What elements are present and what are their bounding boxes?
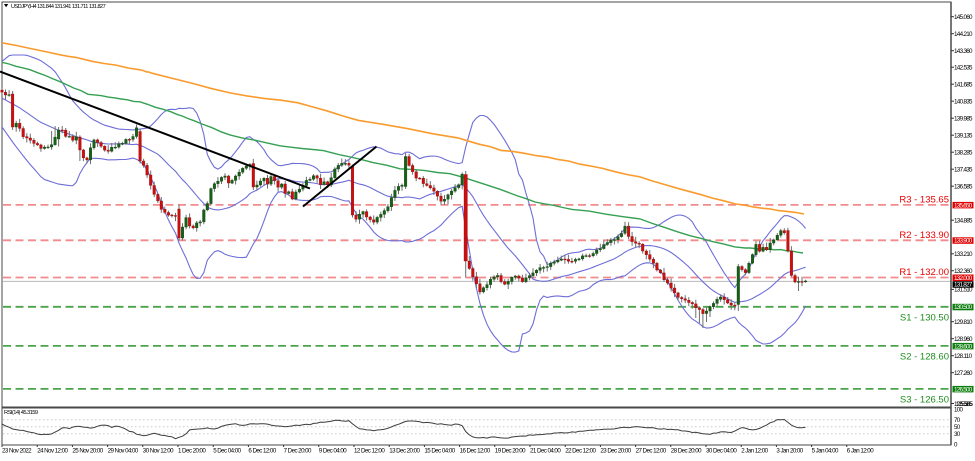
svg-text:22 Dec 12:00: 22 Dec 12:00 (565, 448, 596, 455)
svg-text:21 Dec 04:00: 21 Dec 04:00 (530, 448, 561, 455)
svg-text:138.285: 138.285 (954, 150, 973, 157)
svg-text:128.960: 128.960 (954, 336, 973, 343)
svg-text:130.500: 130.500 (954, 304, 973, 311)
svg-text:30 Nov 12:00: 30 Nov 12:00 (143, 448, 174, 455)
svg-text:27 Dec 12:00: 27 Dec 12:00 (636, 448, 667, 455)
svg-text:9 Dec 04:00: 9 Dec 04:00 (319, 448, 347, 455)
svg-text:128.600: 128.600 (954, 343, 973, 350)
svg-text:5 Jan 04:00: 5 Jan 04:00 (812, 448, 839, 455)
svg-text:139.135: 139.135 (954, 133, 973, 140)
svg-text:6 Dec 12:00: 6 Dec 12:00 (248, 448, 276, 455)
svg-text:R1 - 132.00: R1 - 132.00 (899, 267, 949, 278)
svg-text:12 Dec 12:00: 12 Dec 12:00 (354, 448, 385, 455)
svg-text:137.435: 137.435 (954, 167, 973, 174)
svg-text:125.585: 125.585 (956, 401, 974, 408)
svg-text:140.835: 140.835 (954, 99, 973, 106)
svg-text:144.210: 144.210 (954, 31, 973, 38)
svg-text:126.500: 126.500 (954, 386, 973, 393)
svg-text:139.985: 139.985 (954, 116, 973, 123)
svg-text:143.360: 143.360 (954, 48, 973, 55)
svg-text:23 Dec 20:00: 23 Dec 20:00 (600, 448, 631, 455)
svg-text:R2 - 133.90: R2 - 133.90 (899, 230, 949, 241)
svg-text:133.210: 133.210 (954, 251, 973, 258)
svg-text:125.585: 125.585 (954, 401, 973, 408)
svg-text:135.650: 135.650 (954, 202, 973, 209)
svg-text:136.585: 136.585 (954, 184, 973, 191)
svg-text:128.110: 128.110 (954, 353, 973, 360)
svg-text:S2 - 128.60: S2 - 128.60 (900, 351, 949, 362)
svg-text:23 Nov 2022: 23 Nov 2022 (2, 448, 32, 455)
svg-text:3 Jan 20:00: 3 Jan 20:00 (776, 448, 803, 455)
svg-text:142.535: 142.535 (954, 65, 973, 72)
svg-text:6 Jan 12:00: 6 Jan 12:00 (847, 448, 874, 455)
svg-text:5 Dec 04:00: 5 Dec 04:00 (213, 448, 241, 455)
svg-text:25 Nov 20:00: 25 Nov 20:00 (72, 448, 103, 455)
svg-text:127.260: 127.260 (954, 370, 973, 377)
svg-text:28 Dec 20:00: 28 Dec 20:00 (671, 448, 702, 455)
svg-text:24 Nov 12:00: 24 Nov 12:00 (37, 448, 68, 455)
svg-text:USDJPY,H4 131.844 131.941 131: USDJPY,H4 131.844 131.941 131.711 131.82… (11, 4, 106, 10)
svg-text:15 Dec 04:00: 15 Dec 04:00 (424, 448, 455, 455)
svg-text:2 Jan 12:00: 2 Jan 12:00 (741, 448, 768, 455)
svg-text:133.900: 133.900 (954, 238, 973, 245)
svg-text:19 Dec 20:00: 19 Dec 20:00 (495, 448, 526, 455)
svg-text:129.810: 129.810 (954, 319, 973, 326)
svg-text:50: 50 (954, 424, 961, 431)
svg-text:30: 30 (954, 431, 961, 438)
svg-text:7 Dec 20:00: 7 Dec 20:00 (284, 448, 312, 455)
svg-text:R3 - 135.65: R3 - 135.65 (899, 194, 949, 205)
svg-text:16 Dec 12:00: 16 Dec 12:00 (460, 448, 491, 455)
svg-text:141.685: 141.685 (954, 82, 973, 89)
svg-text:131.827: 131.827 (954, 282, 973, 289)
svg-text:131.510: 131.510 (954, 287, 973, 294)
svg-text:132.360: 132.360 (954, 268, 973, 275)
svg-text:1 Dec 20:00: 1 Dec 20:00 (178, 448, 206, 455)
svg-text:134.885: 134.885 (954, 218, 973, 225)
svg-text:S3 - 126.50: S3 - 126.50 (900, 394, 949, 405)
svg-text:100: 100 (954, 406, 963, 413)
svg-text:13 Dec 20:00: 13 Dec 20:00 (389, 448, 420, 455)
svg-text:132.000: 132.000 (954, 275, 973, 282)
svg-text:0: 0 (954, 442, 958, 449)
svg-text:RSI(14) 45.3159: RSI(14) 45.3159 (4, 410, 38, 416)
svg-text:S1 - 130.50: S1 - 130.50 (900, 312, 949, 323)
svg-text:145.060: 145.060 (954, 14, 973, 21)
svg-text:30 Dec 04:00: 30 Dec 04:00 (706, 448, 737, 455)
svg-text:29 Nov 04:00: 29 Nov 04:00 (108, 448, 139, 455)
svg-text:70: 70 (954, 417, 961, 424)
